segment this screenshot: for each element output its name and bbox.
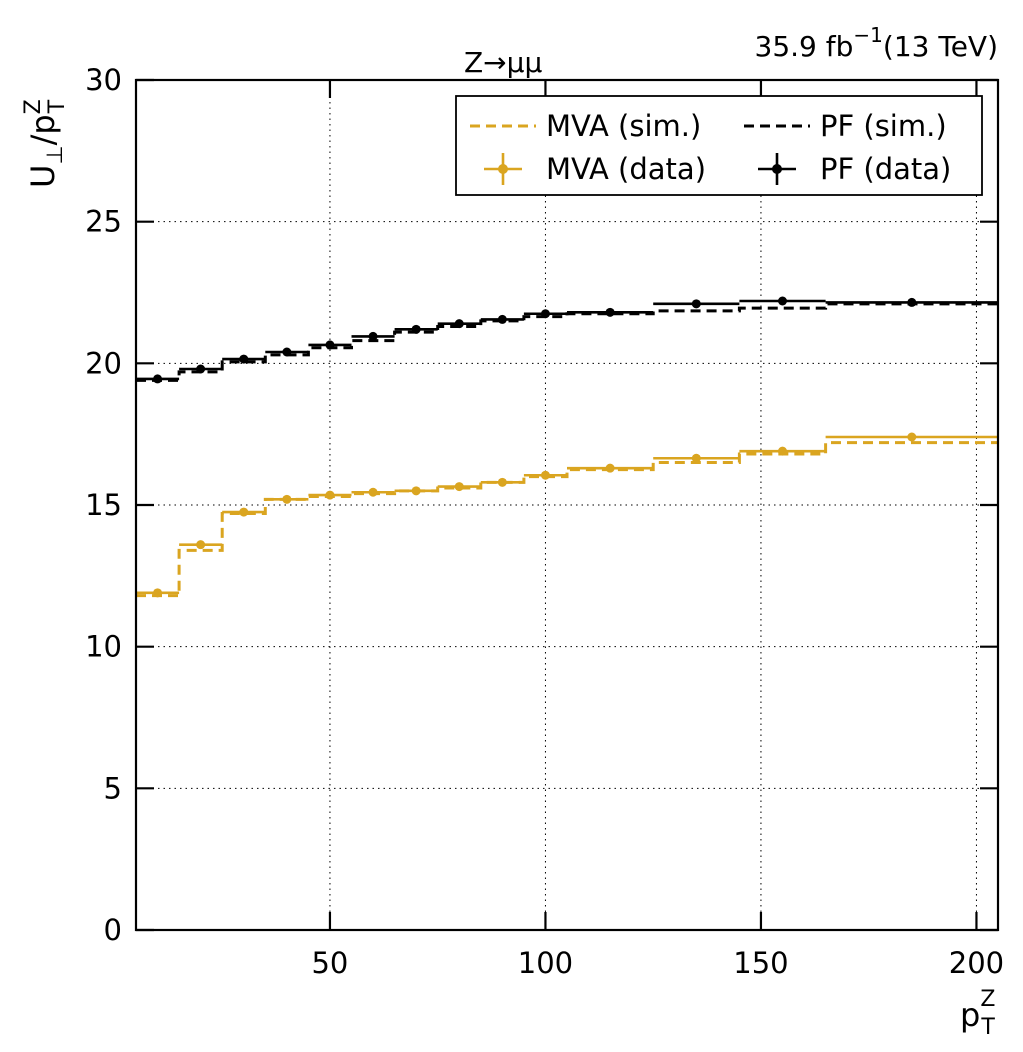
data-point-mva-data <box>239 507 249 517</box>
process-label: Z→μμ <box>464 46 542 79</box>
x-tick-label: 50 <box>311 946 348 980</box>
data-point-mva-data <box>691 453 701 463</box>
legend-label: PF (data) <box>820 152 951 186</box>
data-point-mva-data <box>497 477 507 487</box>
lumi-value: 35.9 fb <box>755 30 854 63</box>
legend-swatch-dot <box>498 164 508 174</box>
lumi-label: 35.9 fb−1(13 TeV) <box>755 23 998 63</box>
data-point-mva-data <box>282 494 292 504</box>
lumi-exponent: −1 <box>853 23 882 47</box>
data-point-pf-data <box>282 347 292 357</box>
x-axis-title: pZ T <box>960 987 995 1040</box>
x-title-main: p <box>960 996 980 1034</box>
data-point-pf-data <box>497 314 507 324</box>
y-title-sub1: ⊥ <box>43 145 68 164</box>
x-title-sub: T <box>980 1015 995 1040</box>
data-point-mva-data <box>196 540 206 550</box>
plot-frame <box>134 78 1000 932</box>
legend-swatch-dot <box>772 164 782 174</box>
data-point-pf-data <box>153 374 163 384</box>
x-title-sup: Z <box>980 987 995 1012</box>
legend-label: MVA (sim.) <box>546 109 701 143</box>
data-point-mva-data <box>325 490 335 500</box>
data-point-mva-data <box>540 470 550 480</box>
y-tick-label: 30 <box>85 63 122 97</box>
data-point-mva-data <box>368 487 378 497</box>
x-tick-label: 150 <box>733 946 788 980</box>
data-point-mva-data <box>907 432 917 442</box>
legend-label: MVA (data) <box>546 152 706 186</box>
y-tick-label: 25 <box>85 205 122 239</box>
grid-lines <box>136 80 998 930</box>
series-pf-sim <box>136 302 998 382</box>
y-title-main: U <box>24 165 62 188</box>
data-point-pf-data <box>325 340 335 350</box>
legend: MVA (sim.) PF (sim.) MVA (data) PF (data) <box>455 95 983 196</box>
data-point-mva-data <box>605 463 615 473</box>
data-point-pf-data <box>411 324 421 334</box>
data-point-pf-data <box>239 354 249 364</box>
data-point-pf-data <box>540 309 550 319</box>
data-point-mva-data <box>454 482 464 492</box>
data-point-mva-data <box>411 486 421 496</box>
y-tick-label: 5 <box>104 771 122 805</box>
y-tick-label: 20 <box>85 346 122 380</box>
series-layer <box>136 296 998 598</box>
y-tick-label: 0 <box>104 913 122 947</box>
series-mva-sim <box>136 441 998 598</box>
data-point-pf-data <box>368 331 378 341</box>
data-point-mva-data <box>153 588 163 598</box>
data-point-pf-data <box>196 364 206 374</box>
energy-label: (13 TeV) <box>883 30 998 63</box>
y-tick-label: 10 <box>85 630 122 664</box>
x-tick-label: 200 <box>949 946 1004 980</box>
data-point-mva-data <box>778 446 787 456</box>
y-tick-labels: 0 5 10 15 20 25 30 <box>85 63 122 947</box>
legend-box <box>455 95 983 196</box>
x-tick-label: 100 <box>518 946 573 980</box>
data-point-pf-data <box>778 296 787 306</box>
y-tick-label: 15 <box>85 488 122 522</box>
data-point-pf-data <box>454 319 464 329</box>
data-point-pf-data <box>605 307 615 317</box>
data-point-pf-data <box>907 297 917 307</box>
x-tick-labels: 50 100 150 200 <box>311 946 1004 980</box>
y-title-sub2: T <box>45 99 70 114</box>
data-point-pf-data <box>691 299 701 309</box>
y-axis-title: U⊥/pZT <box>21 99 70 188</box>
y-title-slash: /p <box>24 114 62 145</box>
legend-label: PF (sim.) <box>820 109 947 143</box>
y-title-sup: Z <box>21 99 46 114</box>
